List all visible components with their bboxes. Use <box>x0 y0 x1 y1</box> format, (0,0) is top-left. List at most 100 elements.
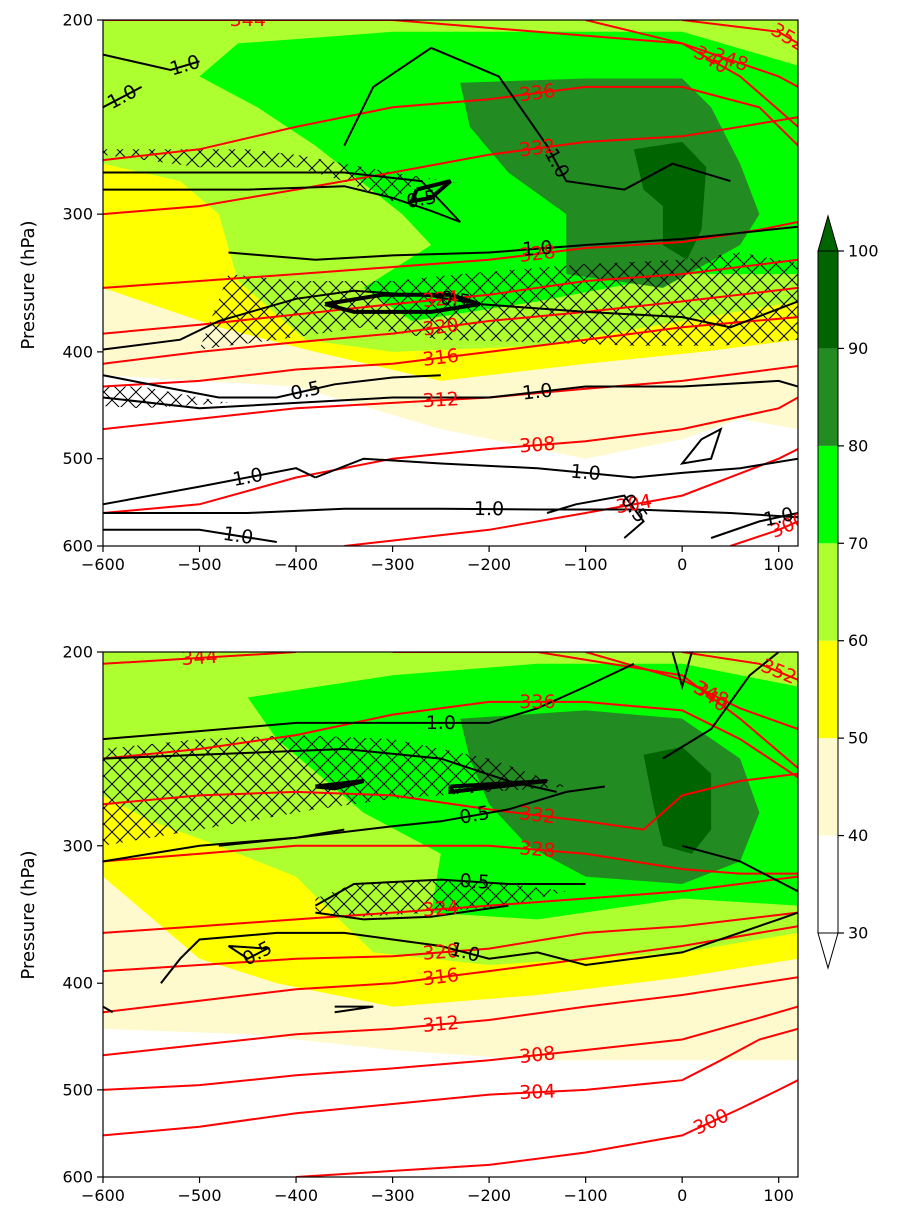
red-contour-332 <box>103 116 798 216</box>
black-contour <box>103 374 441 399</box>
filled-contour-90-100 <box>633 141 707 260</box>
black-contour-label: 1.0 <box>570 460 602 485</box>
bottom-panel: 3443403363323283243203163123083043003483… <box>18 643 799 1205</box>
hatched-region <box>103 149 470 202</box>
red-contour-308 <box>103 396 798 514</box>
black-contour <box>448 779 548 795</box>
red-contour-324 <box>103 875 798 934</box>
red-contour-label: 316 <box>421 345 460 371</box>
red-contour-label: 344 <box>181 646 219 670</box>
black-contour <box>334 1005 374 1014</box>
red-contour-label: 336 <box>519 691 555 713</box>
black-contour <box>408 179 452 204</box>
y-tick-label: 600 <box>62 1168 93 1187</box>
red-contour-316 <box>103 316 798 388</box>
black-contour <box>671 652 693 691</box>
x-tick-label: 100 <box>763 1186 794 1205</box>
colorbar-tick-label: 30 <box>848 924 868 943</box>
axes-frame <box>102 651 799 1178</box>
black-contour <box>103 507 798 519</box>
y-tick-label: 300 <box>62 205 93 224</box>
black-contour <box>103 828 345 863</box>
red-contour-320 <box>103 911 798 973</box>
black-contour <box>710 512 798 539</box>
red-contour-328 <box>103 844 798 875</box>
red-contour-label: 336 <box>518 80 557 106</box>
x-tick-label: −600 <box>81 1186 125 1205</box>
colorbar-tick-label: 90 <box>848 339 868 358</box>
red-contour-label: 324 <box>422 287 460 312</box>
black-contour <box>103 1005 114 1014</box>
x-tick-label: 100 <box>763 555 794 574</box>
colorbar-extend-top <box>817 214 839 252</box>
colorbar-tick-label: 80 <box>848 436 868 455</box>
x-tick-label: −400 <box>274 1186 318 1205</box>
black-contour-label: 1.0 <box>474 498 504 520</box>
colorbar-band <box>818 738 838 836</box>
black-contour <box>227 945 271 960</box>
red-contour-label: 312 <box>422 388 459 412</box>
colorbar-frame <box>817 250 839 934</box>
x-tick-label: −300 <box>371 555 415 574</box>
black-contour <box>314 878 586 907</box>
x-tick-label: −400 <box>274 555 318 574</box>
red-contour-344 <box>103 652 297 665</box>
black-contour-label: 1.0 <box>426 712 456 734</box>
y-tick-label: 500 <box>62 1080 93 1099</box>
black-contour <box>103 662 635 741</box>
red-contour-label: 332 <box>518 802 557 828</box>
black-contour <box>103 528 277 543</box>
x-tick-label: −200 <box>467 1186 511 1205</box>
colorbar-band <box>818 640 838 739</box>
y-tick-label: 400 <box>62 974 93 993</box>
black-contour-label: 1.0 <box>221 523 254 549</box>
red-contour-label: 308 <box>518 1042 556 1068</box>
black-contour-label: 0.5 <box>458 802 492 829</box>
black-contour <box>343 46 731 191</box>
black-contour <box>324 292 481 314</box>
colorbar-tick-label: 40 <box>848 826 868 845</box>
black-contour-label: 0.5 <box>459 870 491 894</box>
red-contour-label: 332 <box>518 135 557 162</box>
black-contour-label: 1.0 <box>521 237 553 261</box>
colorbar-tick-label: 60 <box>848 631 868 650</box>
red-contour-336 <box>103 85 798 162</box>
x-tick-label: −300 <box>371 1186 415 1205</box>
red-contour-352 <box>682 652 798 681</box>
red-contour-300 <box>296 1079 798 1177</box>
red-contour-320 <box>103 286 798 365</box>
red-contour-316 <box>103 925 798 1014</box>
red-contour-312 <box>103 976 798 1057</box>
red-contour-300 <box>730 520 798 546</box>
plot-area: 3443403363323283243203163123083043003483… <box>103 20 798 549</box>
red-contour-label: 304 <box>519 1080 556 1104</box>
colorbar-tick-label: 50 <box>848 729 868 748</box>
plot-area: 3443403363323283243203163123083043003483… <box>103 646 798 1177</box>
black-contour <box>681 844 798 893</box>
red-contour-label: 308 <box>518 433 556 458</box>
hatched-region <box>103 386 229 409</box>
black-contour <box>228 225 798 261</box>
colorbar-band <box>818 348 838 446</box>
colorbar-tick-label: 70 <box>848 534 868 553</box>
colorbar-tick-label: 100 <box>848 242 879 261</box>
red-contour-label: 328 <box>518 241 557 267</box>
red-contour-label: 324 <box>422 897 460 922</box>
y-tick-label: 300 <box>62 836 93 855</box>
black-contour <box>546 494 645 539</box>
black-contour <box>103 171 461 223</box>
black-contour <box>662 652 780 760</box>
black-contour <box>103 53 200 72</box>
red-contour-label: 328 <box>518 837 556 862</box>
y-tick-label: 200 <box>62 11 93 30</box>
colorbar: 30 40 50 60 70 80 90 100 <box>817 214 879 970</box>
axes-frame <box>102 19 799 547</box>
black-contour <box>679 427 723 465</box>
red-contour-label: 320 <box>421 314 460 340</box>
black-contour-label: 1.0 <box>521 379 554 404</box>
top-panel: 3443403363323283243203163123083043003483… <box>18 11 799 574</box>
red-contour-348 <box>585 652 798 731</box>
red-contour-label: 316 <box>421 964 460 990</box>
colorbar-band <box>818 445 838 544</box>
x-tick-label: −100 <box>564 1186 608 1205</box>
